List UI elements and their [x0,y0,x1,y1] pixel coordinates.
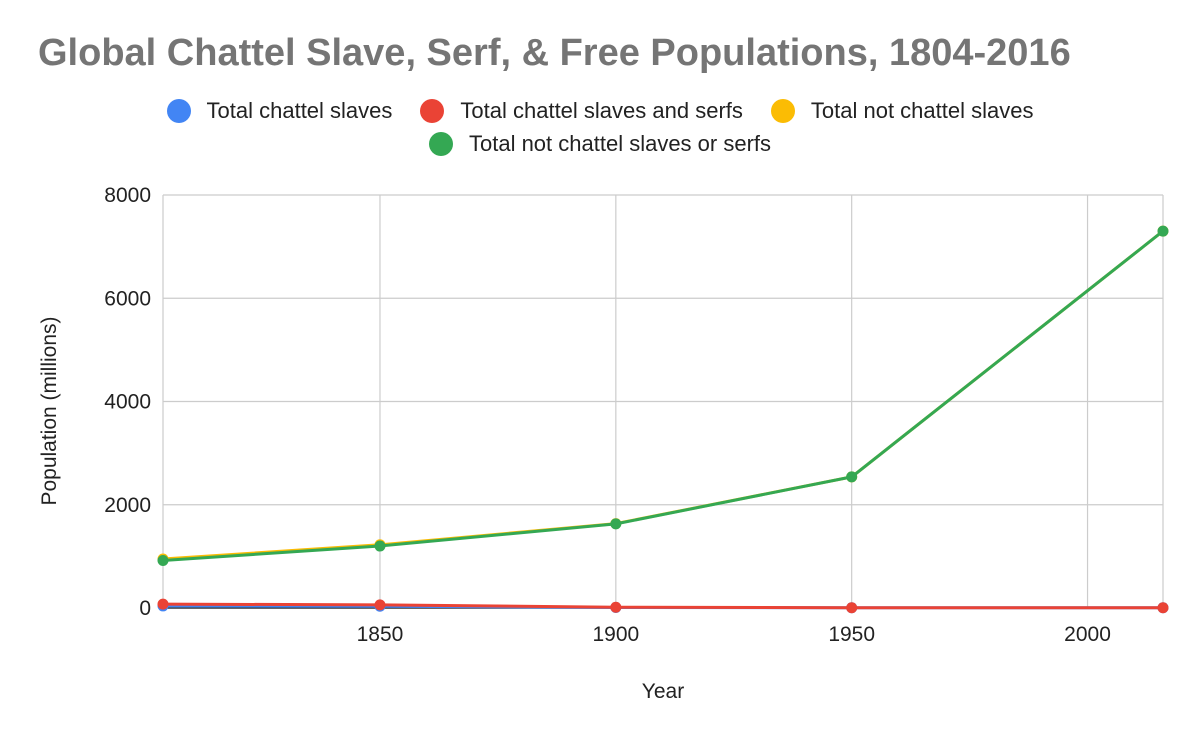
legend-item-total-not-chattel-slaves-or-serfs[interactable]: Total not chattel slaves or serfs [428,131,772,157]
legend-item-total-chattel-slaves[interactable]: Total chattel slaves [166,98,393,124]
legend-label: Total chattel slaves [206,98,393,123]
x-tick-label: 1900 [592,623,639,646]
x-tick-label: 1950 [828,623,875,646]
legend-marker-red-icon [420,99,445,123]
data-point[interactable]: Total not chattel slaves or serfs 2016: … [1157,225,1169,237]
legend-marker-blue-icon [166,99,191,123]
legend-label: Total not chattel slaves [810,98,1034,123]
data-point[interactable]: Total not chattel slaves or serfs 1804: … [157,555,169,567]
legend-marker-green-icon [428,132,453,156]
legend-label: Total not chattel slaves or serfs [468,131,772,156]
y-tick-label: 2000 [104,494,151,517]
y-axis-title: Population (millions) [38,316,61,505]
chart-title: Global Chattel Slave, Serf, & Free Popul… [38,32,1071,74]
y-tick-label: 4000 [104,391,151,414]
legend-item-total-chattel-slaves-and-serfs[interactable]: Total chattel slaves and serfs [420,98,743,124]
data-point[interactable]: Total chattel slaves and serfs 1900: 15 [610,601,622,613]
data-point[interactable]: Total not chattel slaves or serfs 1850: … [374,540,386,552]
data-point[interactable]: Total not chattel slaves or serfs 1950: … [846,471,858,483]
data-point[interactable]: Total not chattel slaves or serfs 1900: … [610,518,622,530]
series-line-2 [162,229,1164,561]
x-tick-label: 2000 [1064,623,1111,646]
data-point[interactable]: Total chattel slaves and serfs 1804: 75 [157,598,169,610]
legend-marker-yellow-icon [770,99,795,123]
y-tick-label: 6000 [104,287,151,310]
data-point[interactable]: Total chattel slaves and serfs 2016: 5 [1157,602,1169,614]
legend-second-row: Total not chattel slaves or serfs [0,131,1200,157]
legend-item-total-not-chattel-slaves[interactable]: Total not chattel slaves [770,98,1034,124]
legend: Total chattel slaves Total chattel slave… [0,98,1200,124]
y-tick-label: 0 [139,597,151,620]
x-tick-label: 1850 [357,623,404,646]
legend-label: Total chattel slaves and serfs [460,98,743,123]
x-axis-title: Year [642,680,684,703]
data-point[interactable]: Total chattel slaves and serfs 1950: 5 [846,602,858,614]
data-point[interactable]: Total chattel slaves and serfs 1850: 60 [374,599,386,611]
series-line-3 [162,229,1164,562]
y-tick-label: 8000 [104,184,151,207]
